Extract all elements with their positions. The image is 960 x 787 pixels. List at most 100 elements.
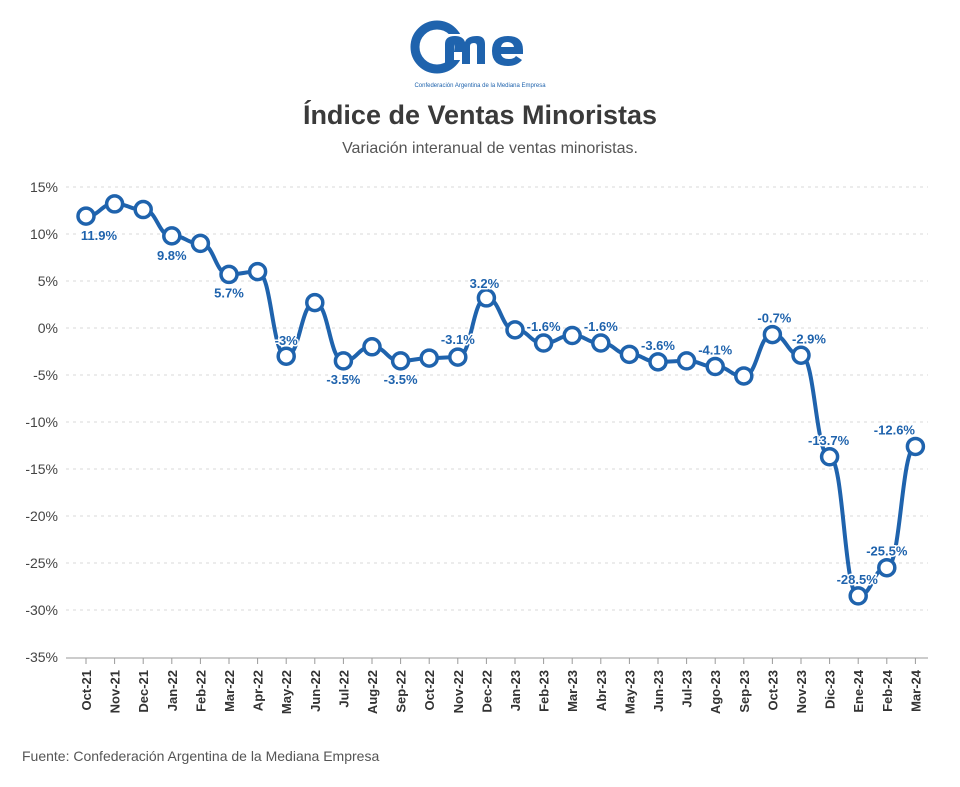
y-tick-label: -25% xyxy=(25,555,58,571)
data-point xyxy=(533,333,554,353)
data-point xyxy=(877,557,897,578)
x-tick-label: Dec-21 xyxy=(136,670,151,713)
data-label: -28.5% xyxy=(837,572,879,587)
x-tick-label: Jul-22 xyxy=(336,670,351,708)
data-label: -4.1% xyxy=(698,343,732,358)
data-point xyxy=(819,447,840,467)
data-point xyxy=(219,264,239,285)
data-point xyxy=(591,333,611,353)
source-note: Fuente: Confederación Argentina de la Me… xyxy=(22,748,380,764)
x-tick-label: Nov-21 xyxy=(108,670,123,713)
x-tick-label: May-23 xyxy=(622,670,637,714)
data-point xyxy=(791,345,811,366)
x-tick-label: Dec-22 xyxy=(479,670,494,713)
data-label: 5.7% xyxy=(214,285,244,300)
data-point xyxy=(848,586,868,606)
x-tick-label: Mar-24 xyxy=(908,669,923,712)
data-point xyxy=(448,347,468,367)
y-tick-label: -30% xyxy=(25,602,58,618)
data-point xyxy=(619,344,640,365)
data-label: -3.6% xyxy=(641,338,675,353)
came-logo: Confederación Argentina de la Mediana Em… xyxy=(410,20,546,89)
y-tick-label: -10% xyxy=(25,414,58,430)
chart-subtitle-text: Variación interanual de ventas minorista… xyxy=(342,140,638,157)
data-label: -3% xyxy=(275,333,299,348)
x-tick-label: Nov-23 xyxy=(794,670,809,713)
data-label: 11.9% xyxy=(81,228,118,243)
data-labels: 11.9% 9.8% 5.7% -3% -3.5% -3.5% -3.1% 3.2% -1.6%… xyxy=(79,227,917,589)
x-tick-label: Nov-22 xyxy=(451,670,466,713)
x-tick-label: Aug-22 xyxy=(365,670,380,714)
data-point xyxy=(648,352,668,372)
x-tick-label: Jun-23 xyxy=(651,670,666,712)
y-tick-label: 5% xyxy=(38,273,58,289)
data-point xyxy=(162,226,182,246)
data-label: -3.1% xyxy=(441,332,475,347)
data-point xyxy=(562,325,582,346)
data-point xyxy=(190,233,211,254)
x-tick-label: Jan-23 xyxy=(508,670,523,711)
data-point xyxy=(247,261,268,282)
x-tick-label: Jan-22 xyxy=(165,670,180,711)
x-tick-label: Mar-23 xyxy=(565,670,580,712)
data-point xyxy=(390,351,411,371)
x-tick-label: Dic-23 xyxy=(823,670,838,709)
data-label: -25.5% xyxy=(866,544,908,559)
data-label: -1.6% xyxy=(584,319,618,334)
data-label: -13.7% xyxy=(808,433,850,448)
data-point xyxy=(705,356,725,377)
y-tick-label: -20% xyxy=(25,508,58,524)
data-point xyxy=(362,337,382,357)
y-tick-label: 10% xyxy=(30,226,58,242)
data-label: 9.8% xyxy=(157,248,187,263)
data-point xyxy=(76,206,96,226)
data-point xyxy=(419,348,439,368)
data-point xyxy=(905,436,926,457)
y-tick-label: -15% xyxy=(25,461,58,477)
x-tick-label: Mar-22 xyxy=(222,670,237,712)
data-label: 3.2% xyxy=(470,276,500,291)
data-point xyxy=(333,351,354,371)
y-tick-label: 15% xyxy=(30,179,58,195)
x-axis: Oct-21 Nov-21 Dec-21 Jan-22 Feb-22 Mar-22 Apr-… xyxy=(66,657,928,714)
x-tick-label: Jun-22 xyxy=(308,670,323,712)
x-tick-label: Jul-23 xyxy=(680,670,695,708)
x-tick-label: Apr-22 xyxy=(251,670,266,711)
y-axis: 15% 10% 5% 0% -5% -10% -15% -20% -25% -30% -35% xyxy=(25,179,58,665)
chart-title: Índice de Ventas Minoristas xyxy=(302,100,658,130)
x-tick-label: Feb-22 xyxy=(193,670,208,712)
y-tick-label: -35% xyxy=(25,649,58,665)
data-point xyxy=(133,199,153,220)
x-tick-label: Oct-23 xyxy=(765,670,780,710)
data-label: -3.5% xyxy=(384,372,418,387)
x-tick-label: Oct-21 xyxy=(79,670,94,710)
data-point xyxy=(676,351,697,371)
y-tick-label: -5% xyxy=(33,367,58,383)
data-label: -3.5% xyxy=(326,372,360,387)
came-logo-tagline: Confederación Argentina de la Mediana Em… xyxy=(414,83,546,89)
data-point xyxy=(476,288,497,308)
data-label: -1.6% xyxy=(527,319,561,334)
chart-subtitle: Variación interanual de ventas minorista… xyxy=(0,140,960,158)
data-point xyxy=(305,292,325,313)
data-point xyxy=(762,324,783,345)
data-point xyxy=(104,194,125,214)
x-tick-label: Ago-23 xyxy=(708,670,723,714)
x-tick-label: Abr-23 xyxy=(594,670,609,711)
x-tick-label: Feb-23 xyxy=(537,670,552,712)
data-label: -12.6% xyxy=(874,422,916,437)
x-tick-label: Feb-24 xyxy=(880,669,895,712)
data-label: -2.9% xyxy=(792,331,826,346)
x-tick-label: Ene-24 xyxy=(851,669,866,712)
x-tick-label: Oct-22 xyxy=(422,670,437,710)
data-point xyxy=(734,366,754,386)
x-tick-label: Sep-23 xyxy=(737,670,752,713)
data-points xyxy=(76,194,926,606)
y-tick-label: 0% xyxy=(38,320,58,336)
data-point xyxy=(276,346,296,366)
data-label: -0.7% xyxy=(757,311,791,326)
x-tick-label: Sep-22 xyxy=(394,670,409,713)
series-line xyxy=(84,201,918,598)
x-tick-label: May-22 xyxy=(279,670,294,714)
